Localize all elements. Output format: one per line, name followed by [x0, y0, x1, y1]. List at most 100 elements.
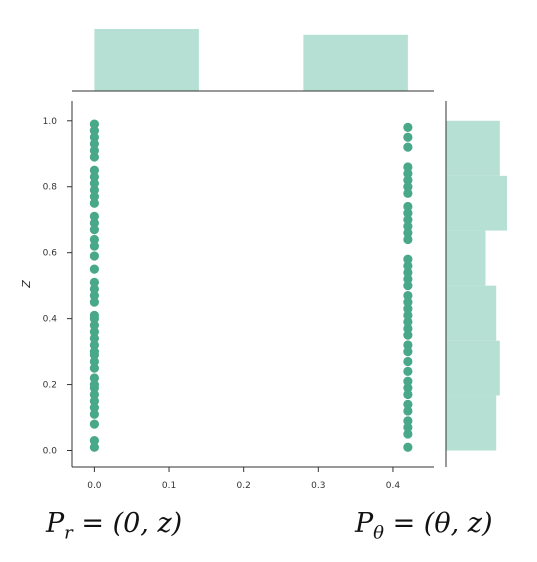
scatter-point [89, 165, 99, 175]
scatter-point [89, 419, 99, 429]
scatter-point [403, 304, 413, 314]
scatter-point [403, 366, 413, 376]
x-axis-ticks: 0.0 0.1 0.2 0.3 0.4 [87, 467, 400, 491]
scatter-point [403, 346, 413, 357]
scatter-point [89, 409, 99, 419]
scatter-point [89, 284, 99, 294]
annotation-p-r-subscript: r [64, 522, 73, 544]
scatter-point [89, 277, 99, 287]
top-marginal-histogram [94, 29, 408, 91]
scatter-point [403, 330, 413, 340]
y-tick-label: 0.0 [43, 447, 58, 457]
scatter-point [403, 168, 413, 179]
scatter-point [403, 267, 413, 278]
scatter-point [89, 178, 99, 189]
scatter-point [403, 290, 413, 301]
scatter-point [89, 373, 99, 383]
annotation-p-r-value: = (0, z) [72, 508, 183, 539]
scatter-point [403, 323, 413, 334]
annotation-p-theta-subscript: θ [373, 522, 385, 544]
scatter-point [403, 221, 413, 231]
scatter-point [89, 327, 99, 337]
scatter-point [403, 188, 413, 198]
scatter-point [89, 185, 99, 195]
x-tick-label: 0.2 [237, 481, 251, 491]
scatter-point [89, 139, 99, 149]
scatter-point [89, 442, 99, 452]
scatter-point [403, 274, 413, 284]
x-tick-label: 0.4 [386, 481, 401, 491]
scatter-point [89, 224, 99, 235]
scatter-point [89, 363, 99, 373]
top-histogram-bar [303, 34, 408, 91]
scatter-point [89, 403, 99, 413]
scatter-point [403, 234, 413, 245]
x-tick-label: 0.3 [311, 481, 325, 491]
annotation-p-theta-value: = (θ, z) [384, 508, 493, 539]
scatter-point [89, 356, 99, 367]
scatter-point [403, 254, 413, 264]
scatter-point [89, 126, 99, 136]
scatter-points [89, 119, 413, 452]
scatter-point [89, 198, 99, 208]
scatter-point [89, 211, 99, 222]
scatter-point [403, 356, 413, 367]
scatter-point [89, 346, 99, 357]
scatter-point [403, 429, 413, 439]
scatter-point [403, 442, 413, 452]
scatter-point [403, 162, 413, 172]
scatter-point [403, 281, 413, 291]
right-histogram-bar [446, 340, 500, 396]
y-tick-label: 0.8 [43, 183, 58, 193]
right-histogram-bar [446, 395, 497, 451]
scatter-point [89, 290, 99, 301]
scatter-point [403, 182, 413, 192]
scatter-point [89, 340, 99, 350]
scatter-point [89, 172, 99, 182]
scatter-point [403, 422, 413, 433]
scatter-point [403, 406, 413, 416]
scatter-point [89, 119, 99, 129]
annotation-p-r: Pr = (0, z) [46, 508, 182, 543]
y-tick-label: 1.0 [43, 117, 58, 127]
scatter-point [403, 261, 413, 271]
scatter-point [403, 122, 413, 132]
scatter-point [403, 132, 413, 142]
scatter-point [403, 416, 413, 426]
scatter-point [89, 152, 99, 162]
scatter-point [89, 192, 99, 202]
scatter-point [89, 320, 99, 330]
y-axis-label: Z [20, 280, 33, 289]
scatter-point [89, 389, 99, 400]
scatter-point [403, 297, 413, 307]
scatter-point [89, 218, 99, 228]
y-tick-label: 0.6 [43, 249, 58, 259]
scatter-point [403, 389, 413, 400]
scatter-point [89, 396, 99, 406]
jointplot-chart: 0.00.10.20.30.4 0.00.20.40.60.81.0 θ Z [20, 29, 507, 491]
scatter-point [403, 317, 413, 327]
annotation-p-theta: Pθ = (θ, z) [355, 508, 493, 543]
scatter-point [89, 333, 99, 344]
scatter-point [89, 241, 99, 251]
scatter-point [89, 436, 99, 446]
scatter-point [403, 340, 413, 350]
scatter-point [403, 376, 413, 386]
scatter-point [89, 132, 99, 142]
scatter-point [89, 297, 99, 307]
scatter-point [89, 251, 99, 261]
scatter-point [403, 142, 413, 152]
x-tick-label: 0.0 [87, 481, 102, 491]
scatter-point [403, 383, 413, 393]
annotation-p-r-symbol: P [46, 508, 65, 539]
right-histogram-bar [446, 120, 500, 176]
y-axis-ticks: 0.0 0.2 0.4 0.6 0.8 1.0 [43, 117, 72, 457]
right-histogram-bar [446, 285, 497, 341]
y-tick-label: 0.4 [43, 315, 58, 325]
scatter-point [403, 228, 413, 238]
scatter-point [403, 310, 413, 320]
right-histogram-bar [446, 230, 486, 286]
scatter-point [89, 234, 99, 245]
scatter-point [403, 399, 413, 409]
scatter-point [403, 201, 413, 212]
